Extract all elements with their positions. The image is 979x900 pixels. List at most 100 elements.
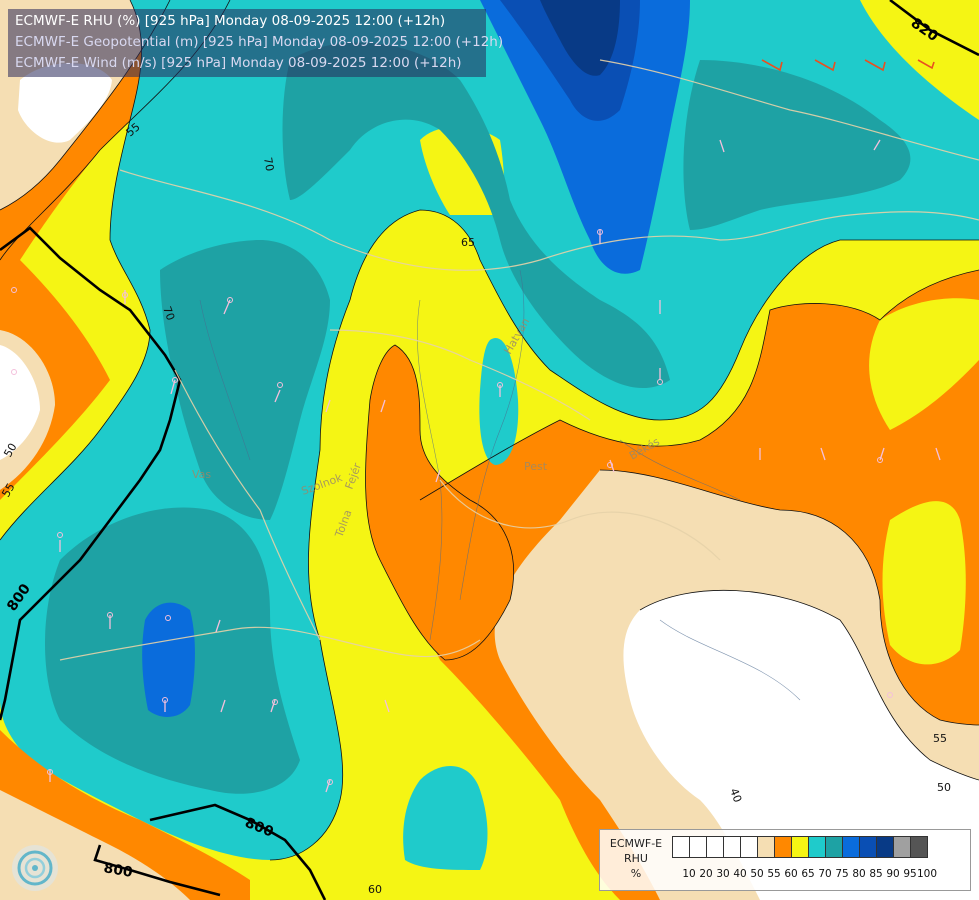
legend-tick-label: 55 xyxy=(767,868,781,880)
rhu-contour-label: 60 xyxy=(368,883,382,896)
rhu-field-white-topleft xyxy=(18,63,112,143)
wind-barb-strong xyxy=(917,59,935,70)
wind-station-marker xyxy=(327,779,333,785)
legend-swatch xyxy=(774,836,792,858)
wind-station-marker xyxy=(607,462,613,468)
legend-title: ECMWF-E RHU % xyxy=(604,836,668,881)
rhu-field-cyan-bottom xyxy=(403,766,488,870)
wind-barb xyxy=(384,699,390,713)
rhu-field-cyan-bubble xyxy=(479,338,519,465)
wind-station-marker xyxy=(272,699,278,705)
geopotential-contour xyxy=(149,803,327,900)
rhu-field-teal-west xyxy=(160,240,330,520)
wind-station-marker xyxy=(887,692,893,698)
wind-station-marker xyxy=(497,382,503,388)
wind-station-marker xyxy=(11,287,17,293)
river-line xyxy=(659,619,801,701)
wind-station-marker xyxy=(657,379,663,385)
rhu-contour-label: 50 xyxy=(937,781,951,794)
wind-barb xyxy=(270,699,276,713)
wind-barb xyxy=(215,619,221,633)
wind-station-marker xyxy=(172,377,178,383)
legend-tick-label: 85 xyxy=(869,868,883,880)
legend-tick-label: 70 xyxy=(818,868,832,880)
wind-barb xyxy=(325,399,331,413)
rhu-field-blue-pocket xyxy=(142,602,195,717)
legend-tick-label: 20 xyxy=(699,868,713,880)
rhu-field-teal-north xyxy=(282,42,670,389)
wind-station-marker xyxy=(107,612,113,618)
legend-tick-label: 75 xyxy=(835,868,849,880)
rhu-field-white-southeast xyxy=(623,590,979,900)
legend-tick-label: 30 xyxy=(716,868,730,880)
rhu-contour-label: 55 xyxy=(933,732,947,745)
legend-swatch xyxy=(791,836,809,858)
wind-station-marker xyxy=(47,769,53,775)
legend-swatch xyxy=(910,836,928,858)
title-wind: ECMWF-E Wind (m/s) [925 hPa] Monday 08-0… xyxy=(15,55,462,71)
legend-ticks: 10 20 30 40 50 55 60 65 70 75 80 85 90 95 100 xyxy=(672,868,972,882)
wind-station-marker xyxy=(122,292,128,298)
legend-swatch xyxy=(757,836,775,858)
wind-station-marker xyxy=(227,297,233,303)
legend-tick-label: 40 xyxy=(733,868,747,880)
wind-barb xyxy=(820,447,826,461)
legend-swatch xyxy=(893,836,911,858)
wind-barb xyxy=(873,139,881,151)
legend-title-variable: RHU xyxy=(624,852,648,865)
border-line xyxy=(119,169,979,271)
legend-swatch xyxy=(672,836,690,858)
rhu-contour-line xyxy=(365,344,514,661)
rhu-contour-label: 40 xyxy=(727,787,744,805)
legend-swatches xyxy=(672,836,928,858)
legend-swatch xyxy=(689,836,707,858)
rhu-field-yellow-right xyxy=(869,298,979,430)
border-line xyxy=(599,59,979,161)
legend-swatch xyxy=(859,836,877,858)
border-line xyxy=(439,479,721,561)
legend-swatch xyxy=(842,836,860,858)
rhu-field-orange-center xyxy=(365,345,514,660)
wind-barb xyxy=(935,447,941,461)
legend-title-model: ECMWF-E xyxy=(609,837,663,850)
legend-tick-label: 90 xyxy=(886,868,900,880)
rhu-contour-line xyxy=(419,269,979,501)
geopotential-contour xyxy=(93,844,221,897)
river-line xyxy=(199,299,251,461)
legend-tick-label: 10 xyxy=(682,868,696,880)
border-line xyxy=(329,329,591,421)
rhu-field-blue-north xyxy=(480,0,690,274)
wind-station-marker xyxy=(277,382,283,388)
rhu-contour-label: 50 xyxy=(1,441,19,460)
legend-tick-label: 95 xyxy=(903,868,917,880)
legend-swatch xyxy=(808,836,826,858)
rhu-field-white-left xyxy=(0,345,40,460)
geopotential-contour xyxy=(889,0,979,57)
legend-tick-label: 100 xyxy=(916,868,938,880)
legend-swatch xyxy=(723,836,741,858)
legend-swatch xyxy=(876,836,894,858)
wind-barb xyxy=(220,699,226,713)
legend-tick-label: 65 xyxy=(801,868,815,880)
legend-swatch xyxy=(825,836,843,858)
border-line xyxy=(174,369,321,641)
wind-station-marker xyxy=(877,457,883,463)
title-geopotential: ECMWF-E Geopotential (m) [925 hPa] Monda… xyxy=(15,34,504,50)
geopotential-contour xyxy=(0,226,182,721)
rhu-contour-label: 55 xyxy=(0,481,18,500)
rhu-field-yellow-right2 xyxy=(882,501,966,665)
border-line xyxy=(59,626,481,661)
geopotential-label: 800 xyxy=(102,860,134,881)
rhu-contour-line xyxy=(269,209,979,861)
ecmwf-logo-icon xyxy=(12,845,58,891)
legend-swatch xyxy=(706,836,724,858)
rhu-field-teal-northeast xyxy=(683,60,911,230)
wind-barb xyxy=(325,779,331,793)
rhu-contour-line xyxy=(639,589,979,781)
place-label: Pest xyxy=(524,460,548,473)
wind-station-marker xyxy=(165,615,171,621)
legend-tick-label: 60 xyxy=(784,868,798,880)
wind-station-marker xyxy=(162,697,168,703)
wind-barb-strong xyxy=(864,59,886,72)
